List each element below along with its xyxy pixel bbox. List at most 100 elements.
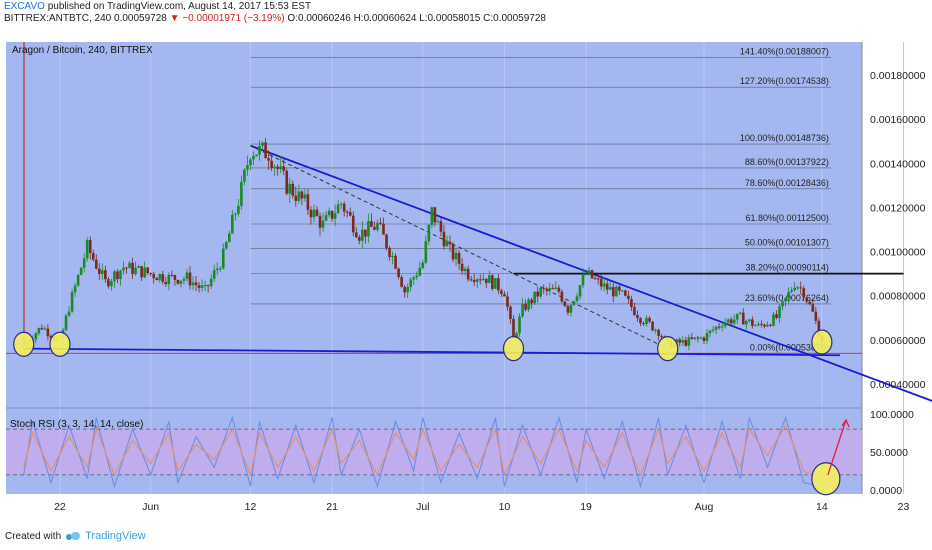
price-axis[interactable]: 0.00180000 0.00160000 0.00140000 0.00120000… [870,70,926,497]
candle-body-114 [370,221,373,227]
candle-body-25 [101,270,104,274]
candle-body-234 [732,319,736,324]
candle-body-260 [811,304,815,312]
candle-body-162 [515,333,518,339]
candle-body-104 [339,203,343,205]
candle-body-184 [581,274,585,286]
candle-body-97 [318,215,322,228]
candle-body-223 [699,337,703,339]
price-tick-4: 0.00100000 [870,247,926,259]
candle-body-202 [636,314,639,319]
fib-label-2: 100.00%(0.00148736) [740,133,829,143]
candle-body-183 [578,285,582,297]
candle-body-140 [448,241,452,245]
candle-body-205 [645,317,648,325]
price-tick-6: 0.00060000 [870,335,926,347]
trendline-2 [23,347,841,357]
candle-body-239 [748,319,751,322]
candle-body-230 [720,326,724,328]
candle-body-65 [221,248,225,269]
candle-body-190 [599,278,603,287]
candle-body-262 [817,320,821,336]
candle-body-57 [197,285,201,288]
candle-body-243 [760,323,763,325]
candle-body-225 [705,333,709,342]
candle-body-159 [506,296,509,307]
time-tick-0: 22 [54,501,66,513]
support-circle-4 [811,329,833,355]
candle-body-76 [255,154,258,157]
candle-body-130 [418,267,422,276]
candle-body-38 [140,266,143,278]
candle-body-165 [524,303,527,310]
symbol-header: BITTREX:ANTBTC, 240 0.00059728 ▼ −0.0000… [4,13,546,24]
candle-body-92 [303,194,307,199]
candle-body-20 [85,239,89,259]
fib-label-5: 61.80%(0.00112500) [746,213,829,223]
candle-body-145 [463,268,467,272]
candle-body-16 [73,285,77,293]
candle-body-74 [249,159,252,166]
fib-label-4: 78.60%(0.00128436) [745,178,829,188]
candle-body-37 [137,266,140,268]
trendline-1 [250,145,668,350]
candle-body-29 [113,271,116,282]
rsi-tick-1: 50.0000 [870,447,908,459]
candle-body-201 [633,307,636,315]
candle-body-100 [327,210,331,216]
author-name[interactable]: EXCAVO [4,1,45,12]
candle-body-113 [367,221,370,237]
candle-body-106 [345,211,349,213]
candle-body-167 [530,299,533,304]
candle-body-245 [766,324,769,327]
candle-body-123 [397,268,400,278]
candle-body-68 [231,214,234,234]
time-axis[interactable]: 22Jun1221Jul1019Aug1423Sep [54,501,932,513]
candle-body-115 [373,226,376,230]
fib-label-1: 127.20%(0.00174538) [740,76,829,86]
candle-body-236 [738,312,742,314]
candle-body-232 [726,319,730,323]
time-tick-2: 12 [245,501,257,513]
price-tick-0: 0.00180000 [870,70,926,82]
tradingview-logo-icon [66,531,81,541]
candle-body-22 [91,253,95,260]
candle-body-156 [497,278,500,291]
candle-body-94 [309,209,313,218]
candle-body-43 [155,278,159,281]
candle-body-199 [627,295,630,299]
candle-body-14 [67,311,71,316]
candle-body-144 [460,263,464,272]
candle-body-203 [639,318,642,324]
candle-body-13 [64,315,68,330]
candle-body-142 [454,252,458,260]
candle-body-206 [648,317,651,322]
candle-body-66 [224,242,228,249]
candle-body-221 [693,337,697,339]
candle-body-220 [690,337,694,339]
footer-brand[interactable]: TradingView [85,530,146,542]
candle-body-85 [282,166,286,171]
candle-body-136 [436,221,440,223]
candle-body-132 [424,241,428,263]
candle-body-153 [488,275,491,284]
candle-body-73 [246,165,249,170]
candle-body-179 [566,306,570,313]
candle-body-207 [651,321,654,331]
candle-body-238 [744,321,748,325]
candle-body-151 [481,278,485,281]
candle-body-8 [49,336,53,338]
candle-body-67 [228,233,231,243]
candle-body-120 [388,247,391,257]
candle-body-134 [430,207,434,225]
candle-body-198 [624,290,627,296]
candle-body-216 [678,339,682,343]
candle-body-226 [708,330,712,334]
rsi-line-d [23,424,823,480]
candle-body-47 [167,274,171,285]
candle-body-148 [472,280,476,282]
candle-body-110 [358,237,361,241]
candle-body-240 [751,319,754,326]
candle-body-157 [500,290,503,294]
